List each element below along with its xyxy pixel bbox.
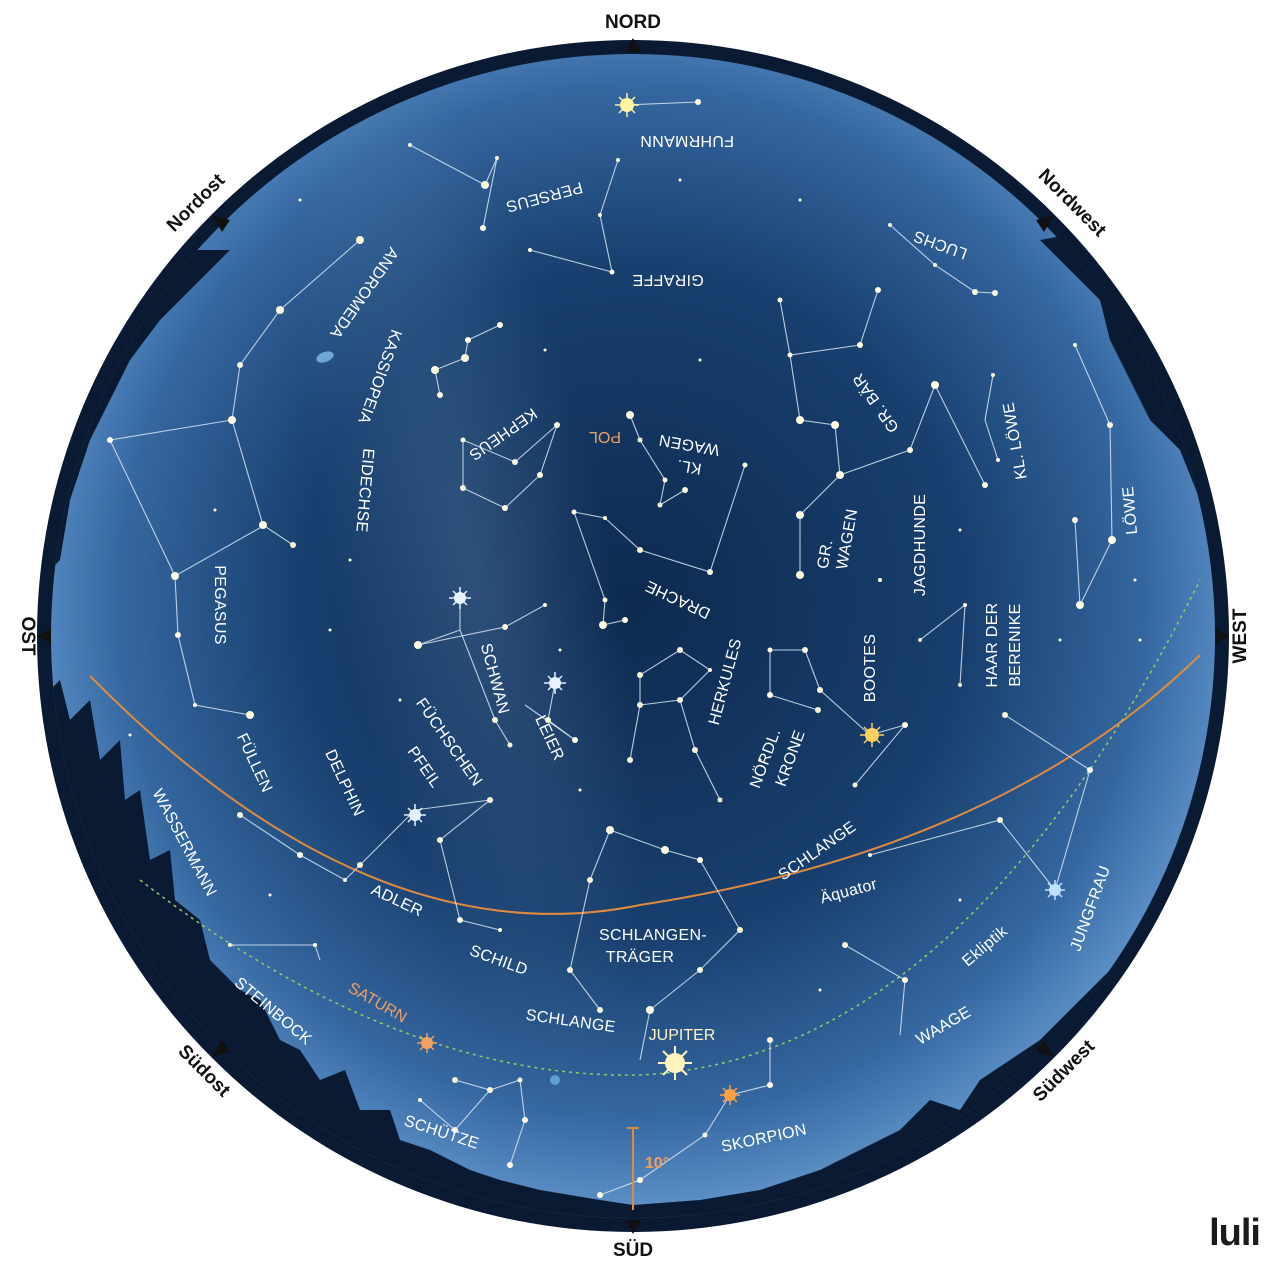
spica-star: [1045, 880, 1065, 900]
label-scale: 10°: [645, 1155, 669, 1172]
equator-line: [89, 654, 1201, 915]
label-loewe: LÖWE: [1119, 486, 1141, 536]
label-schlangentraeger-2: TRÄGER: [606, 948, 674, 966]
nebula: [550, 1075, 560, 1085]
label-pol: POL: [589, 428, 621, 445]
east-label: OST: [17, 616, 38, 655]
andromeda-galaxy: [316, 351, 334, 363]
label-gr-wagen-1: GR.: [815, 538, 837, 570]
horizon-silhouette: [51, 680, 1215, 1218]
atair-star: [404, 804, 426, 826]
scale-bar: [627, 1127, 639, 1210]
label-giraffe: GIRAFFE: [632, 271, 703, 288]
antares-star: [720, 1085, 740, 1105]
label-bootes: BOOTES: [862, 634, 879, 702]
saturn-planet: [417, 1033, 437, 1053]
label-haar-2: BERENIKE: [1007, 603, 1024, 686]
label-kl-wagen-1: KL.: [675, 456, 702, 477]
bright-stars: [316, 93, 1065, 1105]
south-label: SÜD: [613, 1240, 653, 1261]
label-jagdhunde: JAGDHUNDE: [912, 494, 929, 596]
capella-star: [615, 93, 639, 117]
west-label: WEST: [1230, 608, 1251, 663]
wega-star: [544, 672, 566, 694]
stars: [107, 99, 1142, 1198]
label-jupiter: JUPITER: [649, 1027, 716, 1044]
jupiter-planet: [658, 1046, 692, 1080]
publisher-logo: luli: [1209, 1212, 1261, 1254]
compass-ticks: [37, 38, 1229, 1234]
deneb-star: [449, 587, 471, 609]
arktur-star: [860, 723, 884, 747]
label-fuhrmann: FUHRMANN: [640, 132, 734, 149]
label-schlangentraeger-1: SCHLANGEN-: [599, 927, 707, 944]
milky-way: [295, 54, 645, 1070]
north-label: NORD: [605, 12, 661, 33]
label-pegasus: PEGASUS: [211, 565, 228, 644]
label-haar-1: HAAR DER: [984, 602, 1001, 687]
